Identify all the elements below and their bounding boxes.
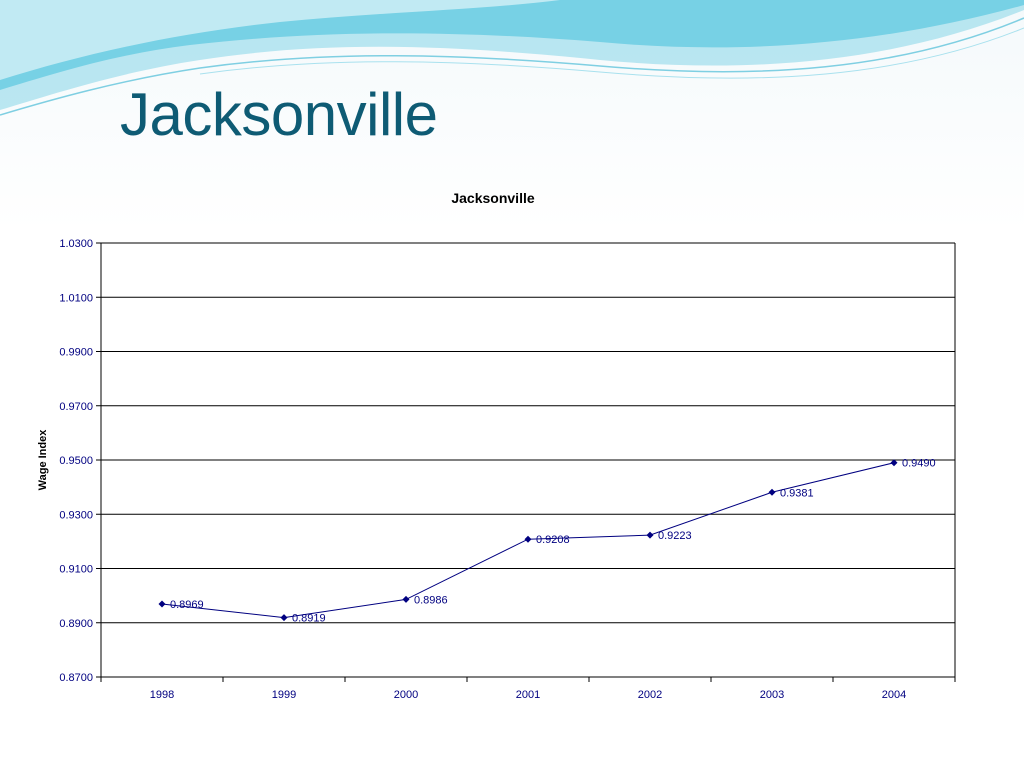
y-tick-label: 0.8700 [59,672,93,684]
x-tick-label: 2004 [882,689,906,701]
data-point-marker [646,531,654,539]
data-labels: 0.8969 0.8919 0.8986 0.9208 0.9223 0.9381 0.94… [170,458,936,625]
y-tick-label: 0.9700 [59,401,93,413]
chart-title: Jacksonville [451,190,534,206]
y-tick-label: 1.0300 [59,238,93,250]
y-tick-label: 0.9500 [59,455,93,467]
gridlines [101,242,955,678]
x-tick-label: 1998 [150,689,174,701]
x-tick-labels: 1998 1999 2000 2001 2002 2003 2004 [150,689,906,701]
data-point-marker [280,614,288,622]
x-tick-label: 2000 [394,689,418,701]
y-axis-label: Wage Index [37,429,49,491]
y-tick-label: 1.0100 [59,292,93,304]
slide-title: Jacksonville [120,81,438,148]
y-tick-label: 0.9300 [59,509,93,521]
data-label: 0.8919 [292,613,326,625]
data-point-marker [768,488,776,496]
x-tick-label: 2002 [638,689,662,701]
data-point-marker [890,459,898,467]
x-tick-label: 1999 [272,689,296,701]
axes [96,242,956,682]
data-label: 0.9381 [780,487,814,499]
y-tick-label: 0.8900 [59,618,93,630]
data-label: 0.9208 [536,534,570,546]
data-point-marker [402,595,410,603]
header-wave-decoration [0,0,1024,116]
data-points [158,459,898,622]
data-point-marker [158,600,166,608]
data-label: 0.8986 [414,594,448,606]
data-label: 0.8969 [170,599,204,611]
data-point-marker [524,535,532,543]
x-tick-label: 2003 [760,689,784,701]
y-tick-label: 0.9100 [59,564,93,576]
y-tick-labels: 0.8700 0.8900 0.9100 0.9300 0.9500 0.9700 0.99… [59,238,93,684]
y-tick-label: 0.9900 [59,347,93,359]
data-label: 0.9490 [902,458,936,470]
data-label: 0.9223 [658,530,692,542]
x-tick-label: 2001 [516,689,540,701]
